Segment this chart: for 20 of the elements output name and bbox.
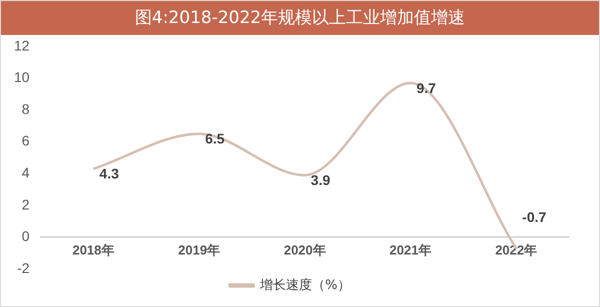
x-tick-label: 2018年 <box>72 242 114 258</box>
y-tick-label: -2 <box>17 260 30 276</box>
data-label: 3.9 <box>310 172 330 188</box>
data-label: -0.7 <box>522 209 546 226</box>
y-tick-label: 6 <box>22 132 30 149</box>
y-tick-label: 8 <box>22 100 30 117</box>
data-label: 4.3 <box>99 166 120 182</box>
chart-title: 图4:2018-2022年规模以上工业增加值增速 <box>1 1 599 35</box>
data-label: 6.5 <box>205 130 225 147</box>
y-tick-label: 2 <box>22 196 30 212</box>
x-tick-label: 2021年 <box>390 242 432 258</box>
y-tick-label: 4 <box>22 164 30 180</box>
y-tick-label: 10 <box>14 69 30 86</box>
y-tick-label: 12 <box>14 37 30 54</box>
x-tick-label: 2020年 <box>284 242 326 258</box>
data-label: 9.7 <box>416 80 436 96</box>
y-tick-label: 0 <box>22 228 30 244</box>
x-tick-label: 2022年 <box>495 242 538 258</box>
legend-label: 增长速度（%） <box>259 276 350 293</box>
x-tick-label: 2019年 <box>178 242 220 258</box>
